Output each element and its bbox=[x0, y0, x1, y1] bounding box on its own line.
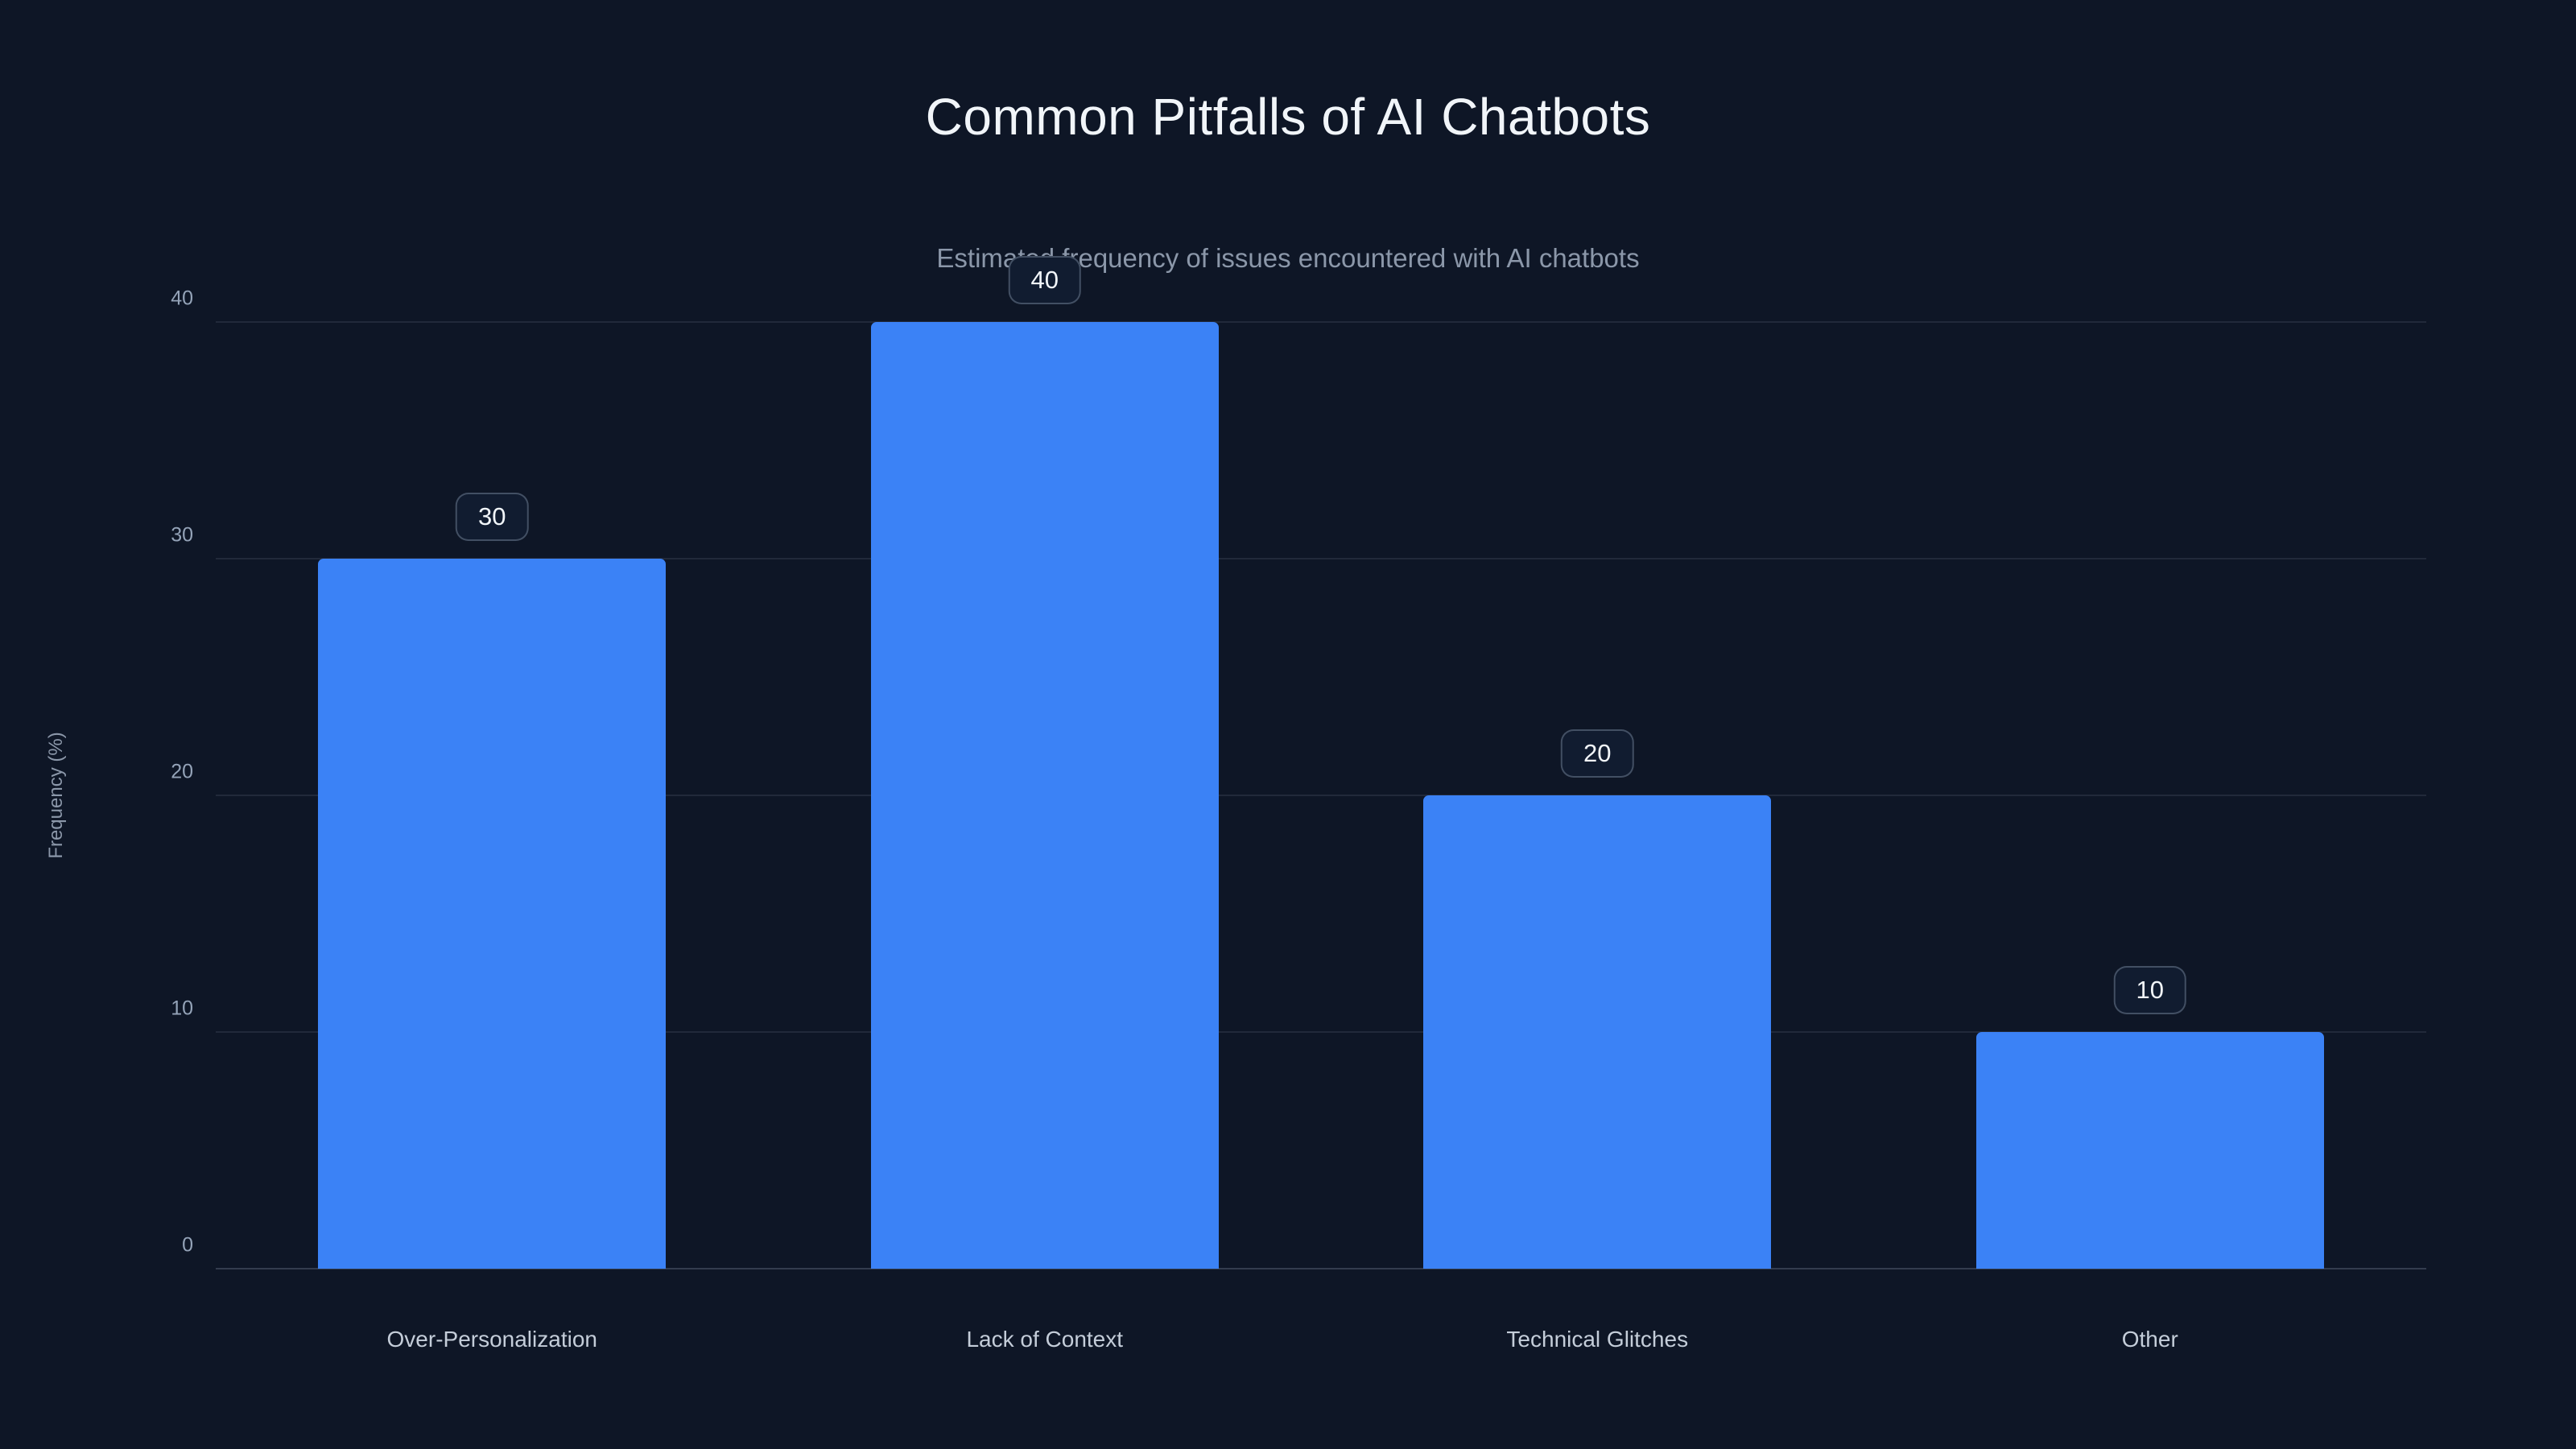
x-tick-label: Lack of Context bbox=[966, 1327, 1124, 1352]
y-tick-label-0: 0 bbox=[182, 1233, 193, 1257]
value-label: 30 bbox=[455, 493, 529, 541]
gridline-y-30 bbox=[216, 558, 2426, 559]
y-axis-title: Frequency (%) bbox=[45, 732, 67, 859]
category-band-1: 40 Lack of Context bbox=[769, 256, 1322, 1352]
x-tick-label: Other bbox=[2121, 1327, 2178, 1352]
gridline-y-20 bbox=[216, 795, 2426, 796]
y-tick-label-10: 10 bbox=[171, 997, 193, 1020]
gridline-y-0 bbox=[216, 1268, 2426, 1269]
y-tick-label-20: 20 bbox=[171, 760, 193, 783]
category-band-3: 10 Other bbox=[1874, 322, 2427, 1352]
chart-title: Common Pitfalls of AI Chatbots bbox=[925, 88, 1651, 146]
value-label: 40 bbox=[1008, 256, 1081, 304]
plot-area: 0 10 20 30 40 30 Over-Personalization 40 Lack o… bbox=[171, 256, 2427, 1352]
bar-lack-of-context[interactable]: 40 bbox=[870, 256, 1219, 1269]
bar-other[interactable]: 10 bbox=[1975, 966, 2324, 1269]
bar-over-personalization[interactable]: 30 bbox=[318, 493, 667, 1269]
category-band-2: 20 Technical Glitches bbox=[1321, 322, 1874, 1352]
gridline-y-10 bbox=[216, 1031, 2426, 1033]
y-tick-label-40: 40 bbox=[171, 287, 193, 310]
y-tick-label-30: 30 bbox=[171, 523, 193, 547]
x-tick-label: Over-Personalization bbox=[386, 1327, 597, 1352]
value-label: 10 bbox=[2113, 966, 2186, 1014]
value-label: 20 bbox=[1560, 729, 1634, 778]
bars-layer: 30 Over-Personalization 40 Lack of Context 2… bbox=[216, 256, 2427, 1352]
category-band-0: 30 Over-Personalization bbox=[216, 322, 769, 1352]
chart-subtitle: Estimated frequency of issues encountere… bbox=[936, 243, 1640, 273]
gridline-y-40 bbox=[216, 321, 2426, 323]
x-tick-label: Technical Glitches bbox=[1506, 1327, 1689, 1352]
bar-technical-glitches[interactable]: 20 bbox=[1423, 729, 1772, 1269]
